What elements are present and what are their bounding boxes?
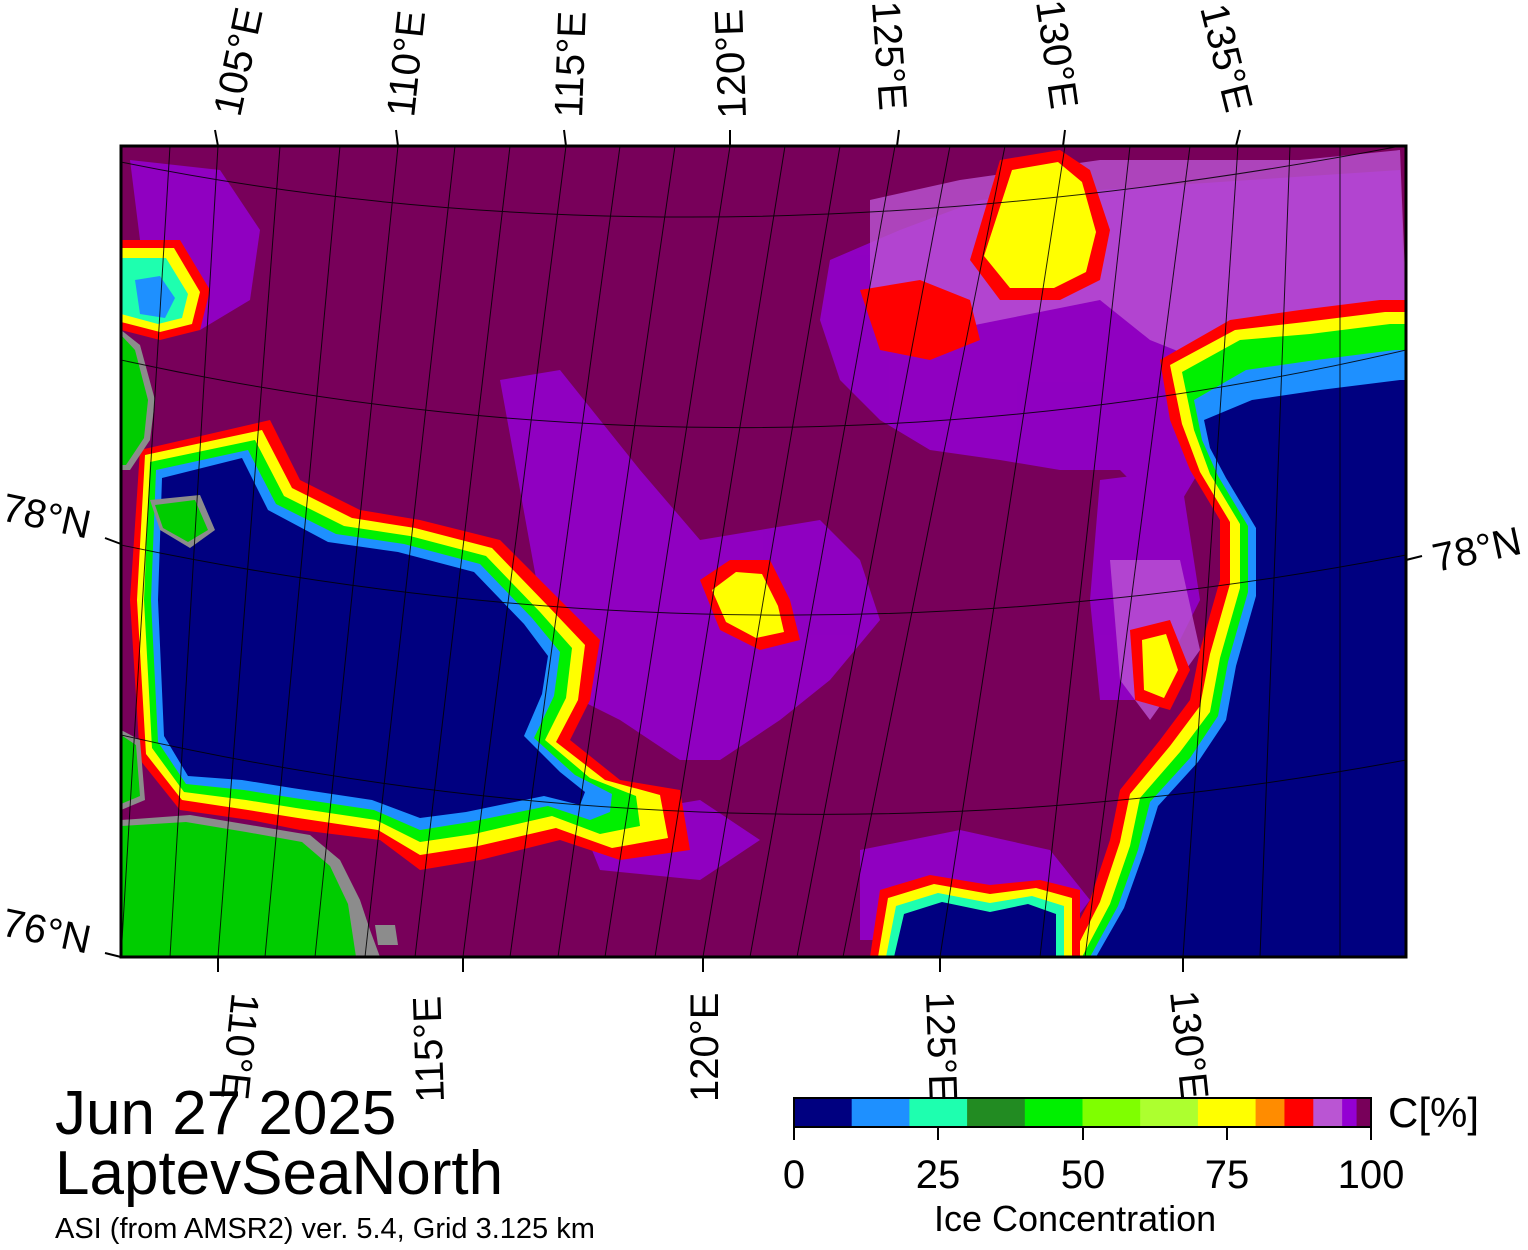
- open-water-east: [1060, 300, 1406, 957]
- frame-ticks: [104, 129, 1423, 972]
- colorbar-segment: [909, 1098, 968, 1127]
- region-name: LaptevSeaNorth: [55, 1139, 504, 1208]
- polynya-west: [130, 420, 690, 870]
- colorbar-tick-label: 100: [1337, 1153, 1405, 1197]
- top-longitude-labels: 105°E 110°E 115°E 120°E 125°E 130°E 135°…: [206, 0, 1261, 120]
- colorbar-segment: [967, 1098, 1026, 1127]
- colorbar-segment: [1255, 1098, 1285, 1127]
- colorbar-segment: [1356, 1098, 1372, 1127]
- colorbar-segment: [1284, 1098, 1314, 1127]
- colorbar-segment: [851, 1098, 910, 1127]
- lat-label-left-76: 76°N: [0, 901, 95, 963]
- colorbar-segment: [1313, 1098, 1343, 1127]
- lat-label-left-78: 78°N: [0, 486, 95, 548]
- open-water-south: [870, 875, 1080, 957]
- colorbar-unit: C[%]: [1388, 1089, 1480, 1136]
- colorbar-segment: [1197, 1098, 1257, 1127]
- graticule: [121, 146, 1406, 957]
- colorbar: [793, 1097, 1372, 1128]
- lon-label: 120°E: [707, 8, 755, 119]
- lon-label: 110°E: [379, 8, 434, 118]
- colorbar-segment: [1342, 1098, 1358, 1127]
- colorbar-tick-label: 50: [1060, 1153, 1106, 1197]
- ice-pockets: [700, 150, 1190, 710]
- colorbar-tick-label: 75: [1204, 1153, 1250, 1197]
- lon-label: 130°E: [1027, 0, 1086, 112]
- lon-label: 115°E: [547, 10, 595, 118]
- polynya-northwest: [121, 240, 210, 340]
- colorbar-tick-label: 25: [915, 1153, 961, 1197]
- colorbar-segment: [1024, 1098, 1083, 1127]
- lat-label-right-78: 78°N: [1429, 519, 1526, 581]
- colorbar-ticks: [793, 1127, 1372, 1140]
- bottom-longitude-labels: 110°E 115°E 120°E 125°E 130°E: [212, 988, 1216, 1103]
- colorbar-tick-label: 0: [782, 1153, 806, 1197]
- colorbar-segment: [1140, 1098, 1199, 1127]
- colorbar-segment: [794, 1098, 853, 1127]
- lon-label: 125°E: [863, 0, 915, 112]
- data-source: ASI (from AMSR2) ver. 5.4, Grid 3.125 km: [55, 1213, 595, 1245]
- colorbar-title: Ice Concentration: [934, 1198, 1217, 1239]
- lon-label: 135°E: [1191, 0, 1260, 116]
- map-body: [121, 146, 1406, 957]
- lon-label: 115°E: [405, 995, 453, 1103]
- lon-label: 130°E: [1161, 988, 1216, 1101]
- map-frame: [119, 144, 1408, 959]
- map-date: Jun 27 2025: [55, 1079, 397, 1148]
- lon-label: 105°E: [206, 4, 272, 120]
- land: [121, 330, 398, 957]
- colorbar-segment: [1082, 1098, 1141, 1127]
- lon-label: 125°E: [917, 991, 965, 1102]
- lon-label: 120°E: [683, 993, 727, 1102]
